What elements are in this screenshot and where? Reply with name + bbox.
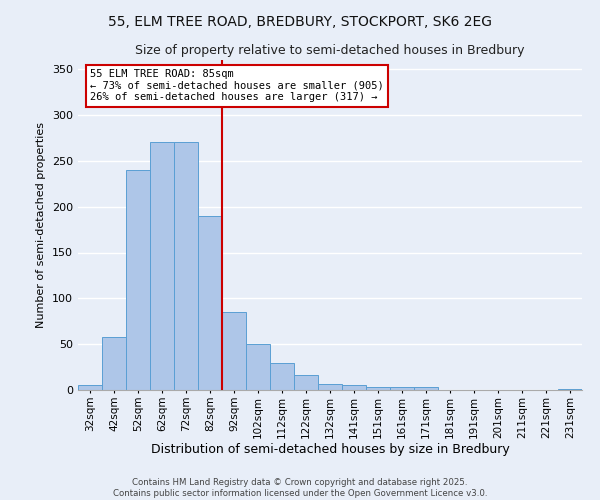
Y-axis label: Number of semi-detached properties: Number of semi-detached properties — [37, 122, 46, 328]
Bar — [558, 389, 582, 390]
Text: Contains HM Land Registry data © Crown copyright and database right 2025.
Contai: Contains HM Land Registry data © Crown c… — [113, 478, 487, 498]
Bar — [366, 387, 390, 390]
X-axis label: Distribution of semi-detached houses by size in Bredbury: Distribution of semi-detached houses by … — [151, 443, 509, 456]
Bar — [390, 387, 414, 390]
Bar — [318, 384, 342, 390]
Bar — [174, 142, 198, 390]
Bar — [222, 312, 246, 390]
Bar — [126, 170, 150, 390]
Title: Size of property relative to semi-detached houses in Bredbury: Size of property relative to semi-detach… — [135, 44, 525, 58]
Text: 55 ELM TREE ROAD: 85sqm
← 73% of semi-detached houses are smaller (905)
26% of s: 55 ELM TREE ROAD: 85sqm ← 73% of semi-de… — [90, 69, 384, 102]
Bar — [270, 362, 294, 390]
Bar — [150, 142, 174, 390]
Bar — [198, 216, 222, 390]
Bar — [342, 386, 366, 390]
Bar — [102, 337, 126, 390]
Text: 55, ELM TREE ROAD, BREDBURY, STOCKPORT, SK6 2EG: 55, ELM TREE ROAD, BREDBURY, STOCKPORT, … — [108, 15, 492, 29]
Bar — [414, 387, 438, 390]
Bar — [294, 376, 318, 390]
Bar — [246, 344, 270, 390]
Bar — [78, 386, 102, 390]
